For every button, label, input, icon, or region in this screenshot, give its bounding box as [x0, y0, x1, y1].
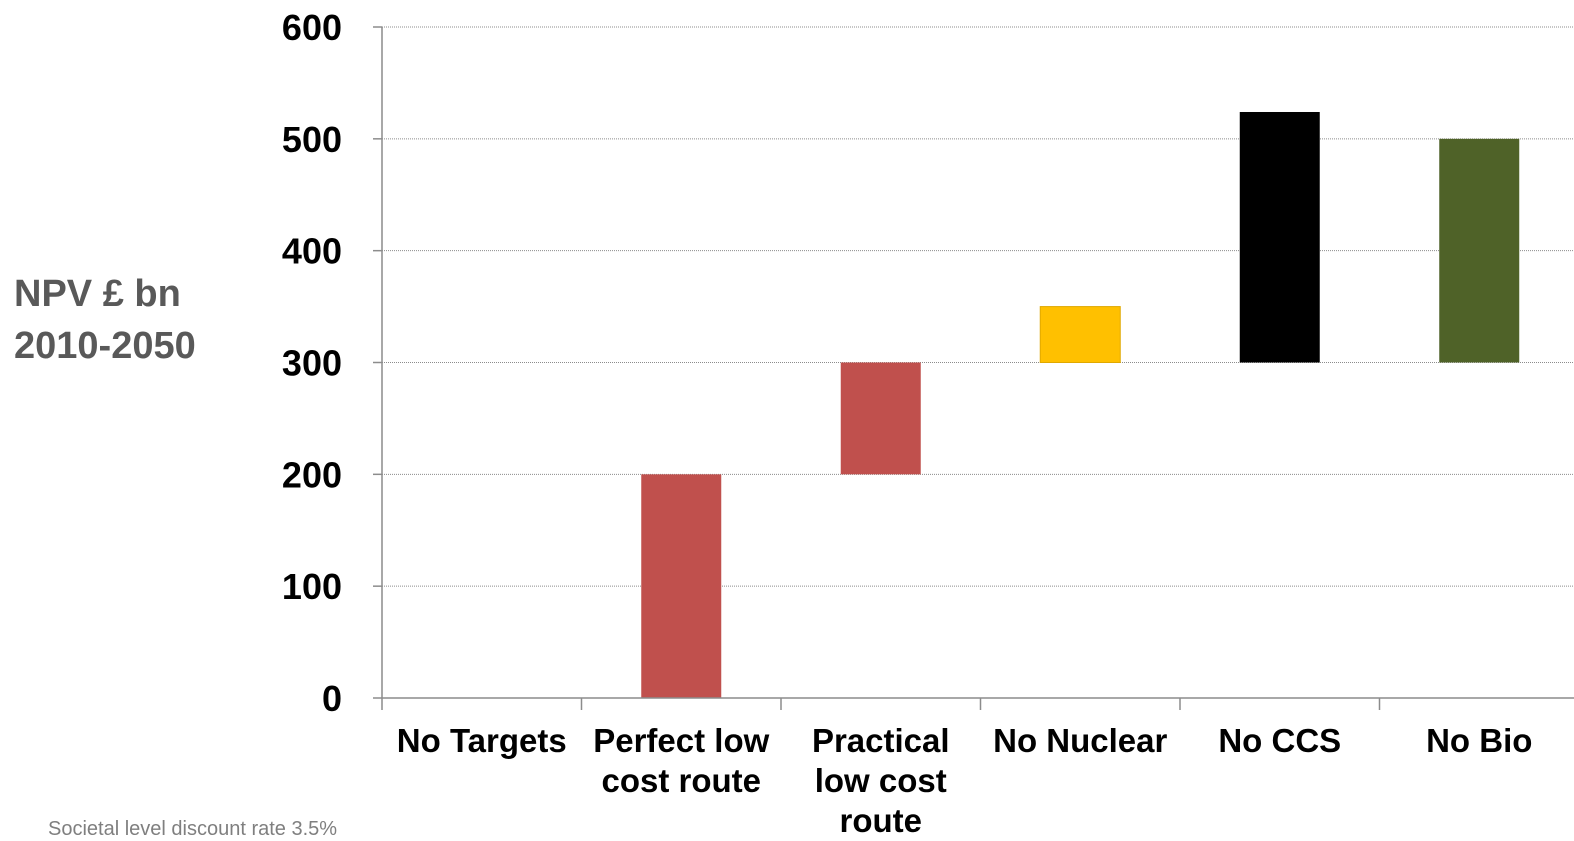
x-tick-label-line: No CCS [1218, 722, 1341, 759]
y-tick-labels: 0 100 200 300 400 500 600 [282, 7, 342, 719]
x-tick-label-line: route [840, 802, 923, 839]
footnote: Societal level discount rate 3.5% [48, 818, 338, 840]
y-axis-label-line-2: 2010-2050 [14, 325, 196, 367]
bar-no-bio [1439, 138, 1520, 363]
x-tick-label-line: cost route [601, 762, 761, 799]
bar-perfect-low-cost-route [641, 474, 722, 698]
y-axis-label-line-1: NPV £ bn [14, 273, 181, 315]
y-tick-label: 600 [282, 7, 342, 48]
x-tick-label-line: Practical [812, 722, 950, 759]
x-tick-label: No Targets [397, 722, 567, 759]
y-tick-label: 0 [322, 678, 342, 719]
y-tick-label: 400 [282, 231, 342, 272]
y-tick-label: 500 [282, 119, 342, 160]
bars [641, 111, 1520, 698]
x-tick-label: Perfect low cost route [593, 722, 769, 799]
x-tick-label-line: No Bio [1426, 722, 1532, 759]
x-tick-label-line: Perfect low [593, 722, 769, 759]
x-tick-label: No Bio [1426, 722, 1532, 759]
x-tick-label-line: No Nuclear [993, 722, 1167, 759]
bar-practical-low-cost-route [840, 362, 921, 475]
bar-no-nuclear [1039, 306, 1121, 364]
y-axis-label: NPV £ bn 2010-2050 [14, 268, 254, 372]
gridlines [382, 26, 1574, 587]
x-tick-label-line: No Targets [397, 722, 567, 759]
x-tick-label: No Nuclear [993, 722, 1167, 759]
x-tick-label-line: low cost [815, 762, 947, 799]
axes [373, 26, 1574, 710]
bar-no-ccs [1239, 111, 1320, 363]
x-tick-labels: No Targets Perfect low cost route Practical… [397, 722, 1533, 839]
x-tick-label: No CCS [1218, 722, 1341, 759]
x-tick-label: Practical low cost route [812, 722, 950, 839]
y-tick-label: 200 [282, 454, 342, 495]
y-tick-label: 100 [282, 566, 342, 607]
y-tick-label: 300 [282, 343, 342, 384]
